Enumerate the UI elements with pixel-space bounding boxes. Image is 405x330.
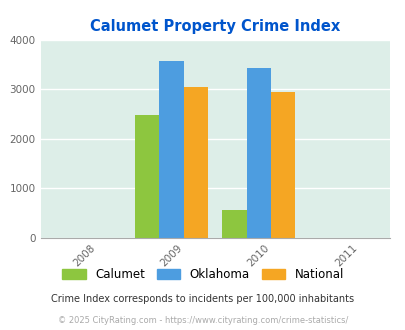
Bar bbox=[222, 210, 246, 238]
Bar bbox=[271, 92, 295, 238]
Title: Calumet Property Crime Index: Calumet Property Crime Index bbox=[90, 19, 339, 34]
Text: © 2025 CityRating.com - https://www.cityrating.com/crime-statistics/: © 2025 CityRating.com - https://www.city… bbox=[58, 316, 347, 325]
Bar bbox=[159, 61, 183, 238]
Bar bbox=[134, 115, 159, 238]
Bar bbox=[246, 68, 271, 238]
Text: Crime Index corresponds to incidents per 100,000 inhabitants: Crime Index corresponds to incidents per… bbox=[51, 294, 354, 304]
Bar bbox=[183, 86, 208, 238]
Legend: Calumet, Oklahoma, National: Calumet, Oklahoma, National bbox=[57, 263, 348, 286]
